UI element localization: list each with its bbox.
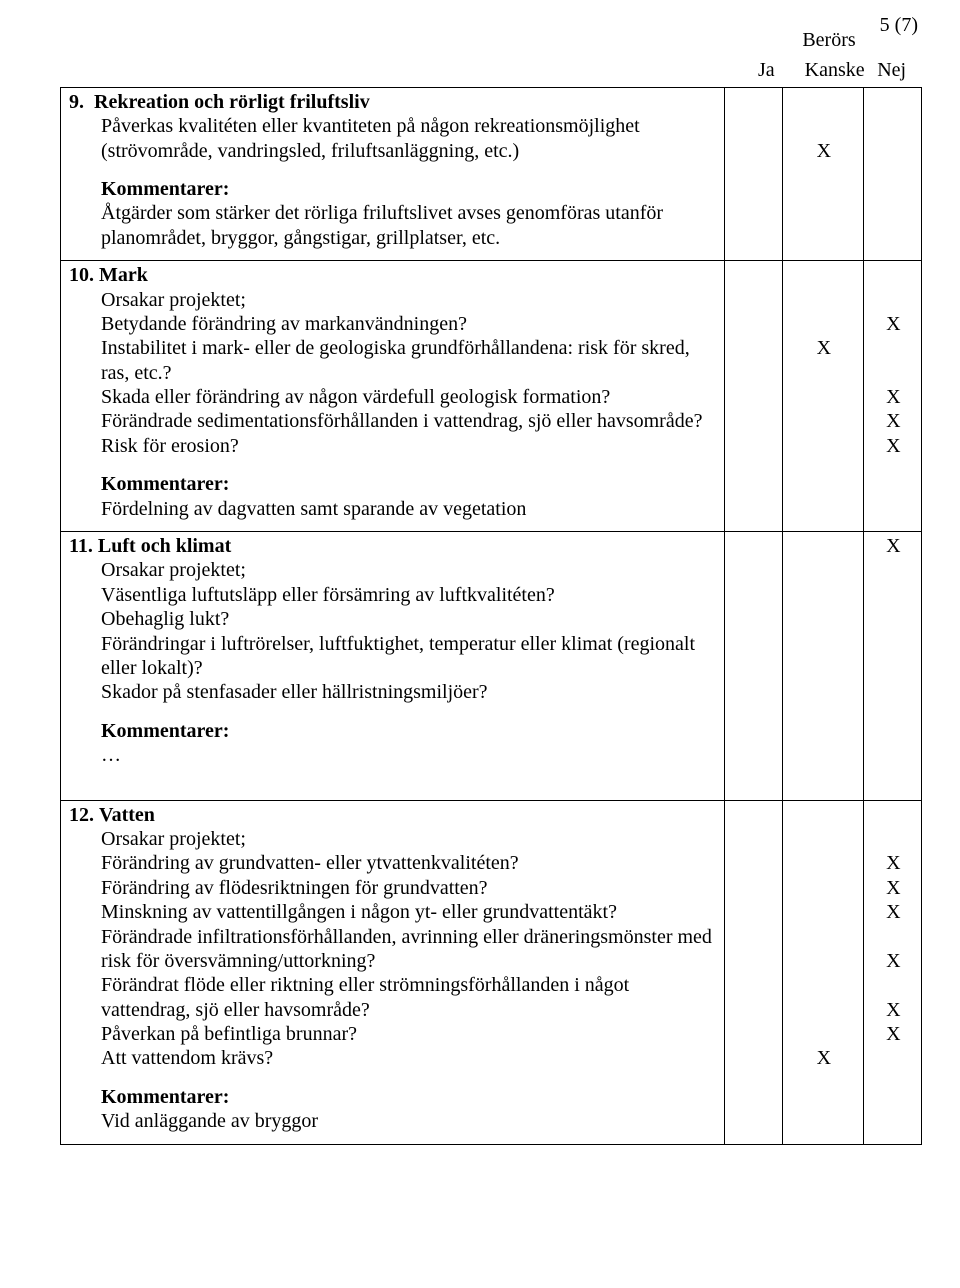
question-line: Förändring av grundvatten- eller ytvatte… [69,851,718,875]
section-number: 10. [69,264,94,286]
question-line: Förändringar i luftrörelser, luftfuktigh… [69,632,718,656]
section-title: Luft och klimat [98,535,231,557]
question-line: vattendrag, sjö eller havsområde? [69,998,718,1022]
nej-cell: X [863,532,921,800]
section-title: Vatten [99,804,155,826]
table-row: 10. Mark Orsakar projektet; Betydande fö… [61,261,922,531]
section-12: 12. Vatten Orsakar projektet; Förändring… [60,801,922,1145]
comment-line: Fördelning av dagvatten samt sparande av… [69,497,718,521]
comment-line: Vid anläggande av bryggor [69,1109,718,1133]
comment-line: Åtgärder som stärker det rörliga friluft… [69,201,718,225]
question-line: Minskning av vattentillgången i någon yt… [69,900,718,924]
question-line: Påverkas kvalitéten eller kvantiteten på… [69,114,718,138]
question-line: Risk för erosion? [69,434,718,458]
question-line: Betydande förändring av markanvändningen… [69,312,718,336]
question-line: Förändrade sedimentationsförhållanden i … [69,409,718,433]
question-line: risk för översvämning/uttorkning? [69,949,718,973]
kanske-cell: X [783,87,863,260]
kanske-cell: X [783,801,863,1145]
table-row: 12. Vatten Orsakar projektet; Förändring… [61,801,922,1145]
nej-cell [863,87,921,260]
kanske-cell [783,532,863,800]
comments-label: Kommentarer: [69,472,718,496]
ja-cell [724,261,782,531]
section-11: 11. Luft och klimat Orsakar projektet; V… [60,532,922,801]
question-line: Obehaglig lukt? [69,607,718,631]
header-kanske: Kanske [797,56,860,86]
section-number: 9. [69,91,84,113]
section-9: 9. Rekreation och rörligt friluftsliv På… [60,87,922,261]
section-10: 10. Mark Orsakar projektet; Betydande fö… [60,261,922,532]
header-ja: Ja [734,56,797,86]
header-nej: Nej [859,56,922,86]
ja-cell [724,87,782,260]
comment-line: planområdet, bryggor, gångstigar, grillp… [69,226,718,250]
header-labels: Berörs Ja Kanske Nej [60,26,922,87]
question-line: Förändrat flöde eller riktning eller str… [69,973,718,997]
kanske-cell: X [783,261,863,531]
header-berors: Berörs [802,29,855,51]
question-line: eller lokalt)? [69,656,718,680]
comment-line: … [69,743,718,767]
sub-intro: Orsakar projektet; [69,558,718,582]
sub-intro: Orsakar projektet; [69,288,718,312]
question-line: Förändrade infiltrationsförhållanden, av… [69,925,718,949]
question-line: Påverkan på befintliga brunnar? [69,1022,718,1046]
sub-intro: Orsakar projektet; [69,827,718,851]
nej-cell: X X X X [863,261,921,531]
nej-cell: X X X X X X [863,801,921,1145]
question-line: Förändring av flödesriktningen för grund… [69,876,718,900]
ja-cell [724,801,782,1145]
ja-cell [724,532,782,800]
question-line: Väsentliga luftutsläpp eller försämring … [69,583,718,607]
question-line: Instabilitet i mark- eller de geologiska… [69,336,718,360]
section-title: Rekreation och rörligt friluftsliv [94,91,370,113]
comments-label: Kommentarer: [69,719,718,743]
section-title: Mark [99,264,148,286]
section-number: 11. [69,535,93,557]
page: 5 (7) Berörs Ja Kanske Nej 9. Rekreation… [0,0,960,1288]
comments-label: Kommentarer: [69,177,718,201]
section-number: 12. [69,804,94,826]
question-line: Att vattendom krävs? [69,1046,718,1070]
comments-label: Kommentarer: [69,1085,718,1109]
question-line: (strövområde, vandringsled, friluftsanlä… [69,139,718,163]
table-row: 9. Rekreation och rörligt friluftsliv På… [61,87,922,260]
question-line: ras, etc.? [69,361,718,385]
question-line: Skador på stenfasader eller hällristning… [69,680,718,704]
table-row: 11. Luft och klimat Orsakar projektet; V… [61,532,922,800]
page-number: 5 (7) [880,14,918,37]
question-line: Skada eller förändring av någon värdeful… [69,385,718,409]
